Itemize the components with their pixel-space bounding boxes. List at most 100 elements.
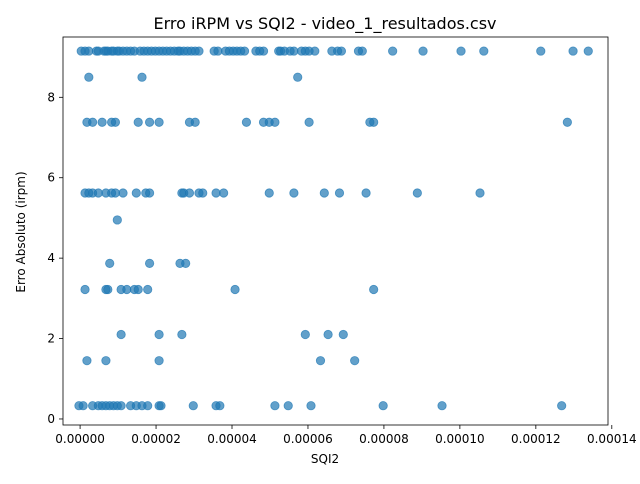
data-point (357, 46, 367, 56)
data-point (568, 46, 578, 56)
y-tick-label: 0 (47, 412, 55, 426)
data-point (213, 46, 223, 56)
data-point (283, 401, 293, 411)
data-point (131, 188, 141, 198)
data-point (306, 401, 316, 411)
data-point (583, 46, 593, 56)
data-point (562, 117, 572, 127)
data-point (78, 401, 88, 411)
data-point (239, 46, 250, 56)
y-tick-label: 4 (47, 251, 55, 265)
x-axis-label: SQI2 (311, 452, 339, 466)
data-point (230, 284, 240, 295)
x-tick-label: 0.00012 (511, 432, 561, 446)
data-point (315, 356, 326, 366)
data-point (116, 401, 126, 411)
data-point (304, 117, 314, 127)
data-point (350, 356, 360, 366)
y-axis-ticks: 0 2 4 6 8 (47, 90, 63, 426)
x-tick-label: 0.00004 (207, 432, 257, 446)
data-point (475, 188, 485, 198)
data-point (241, 117, 252, 127)
data-point (289, 46, 299, 56)
data-point (536, 46, 546, 56)
data-point (84, 72, 94, 82)
data-point (289, 188, 299, 198)
data-point (300, 329, 310, 340)
x-tick-label: 0.00002 (131, 432, 181, 446)
data-point (154, 356, 164, 366)
data-point (156, 401, 166, 411)
data-point (215, 401, 225, 411)
data-point (110, 117, 121, 127)
data-point (154, 117, 164, 127)
data-point (198, 188, 208, 198)
data-point (310, 46, 320, 56)
data-point (105, 258, 115, 268)
x-tick-label: 0.00000 (55, 432, 105, 446)
data-point (143, 284, 153, 295)
data-point (177, 329, 187, 340)
y-axis-label: Erro Absoluto (irpm) (14, 171, 28, 292)
x-tick-label: 0.00008 (359, 432, 409, 446)
data-point (122, 284, 132, 295)
data-point (338, 329, 348, 340)
chart-title: Erro iRPM vs SQI2 - video_1_resultados.c… (153, 14, 496, 34)
data-point (211, 188, 221, 198)
data-point (97, 117, 107, 127)
data-point (264, 188, 274, 198)
data-point (133, 117, 143, 127)
data-point (133, 284, 143, 295)
data-point (190, 117, 200, 127)
plot-area-frame (62, 36, 609, 426)
data-point (336, 46, 346, 56)
data-point (219, 188, 229, 198)
data-point (378, 401, 388, 411)
data-point (144, 188, 155, 198)
data-point (110, 188, 121, 198)
data-point (270, 401, 280, 411)
data-point (412, 188, 422, 198)
data-point (418, 46, 428, 56)
data-point (437, 401, 447, 411)
data-point (144, 117, 155, 127)
data-point (184, 188, 195, 198)
x-tick-label: 0.00006 (283, 432, 333, 446)
data-point (137, 72, 147, 82)
data-point (112, 215, 122, 225)
data-point (479, 46, 489, 56)
data-point (369, 284, 379, 295)
data-point (388, 46, 398, 56)
data-point (188, 401, 198, 411)
data-point (323, 329, 333, 340)
x-axis-ticks: 0.00000 0.00002 0.00004 0.00006 0.00008 0.000… (55, 425, 637, 446)
data-point (557, 401, 567, 411)
y-tick-label: 6 (47, 171, 55, 185)
x-tick-label: 0.00014 (587, 432, 637, 446)
data-point (88, 117, 98, 127)
data-point (101, 356, 111, 366)
data-point (258, 46, 269, 56)
data-point (154, 329, 164, 340)
data-point (103, 284, 113, 295)
y-tick-label: 8 (47, 90, 55, 104)
data-point (319, 188, 329, 198)
data-point (369, 117, 379, 127)
data-points (74, 46, 593, 411)
data-point (118, 188, 128, 198)
data-point (181, 258, 191, 268)
data-point (361, 188, 371, 198)
data-point (456, 46, 466, 56)
data-point (334, 188, 345, 198)
data-point (84, 46, 94, 56)
data-point (144, 258, 155, 268)
x-tick-label: 0.00010 (435, 432, 485, 446)
data-point (116, 329, 126, 340)
data-point (80, 284, 90, 295)
data-point (194, 46, 204, 56)
data-point (82, 356, 92, 366)
data-point (270, 117, 280, 127)
y-tick-label: 2 (47, 332, 55, 346)
